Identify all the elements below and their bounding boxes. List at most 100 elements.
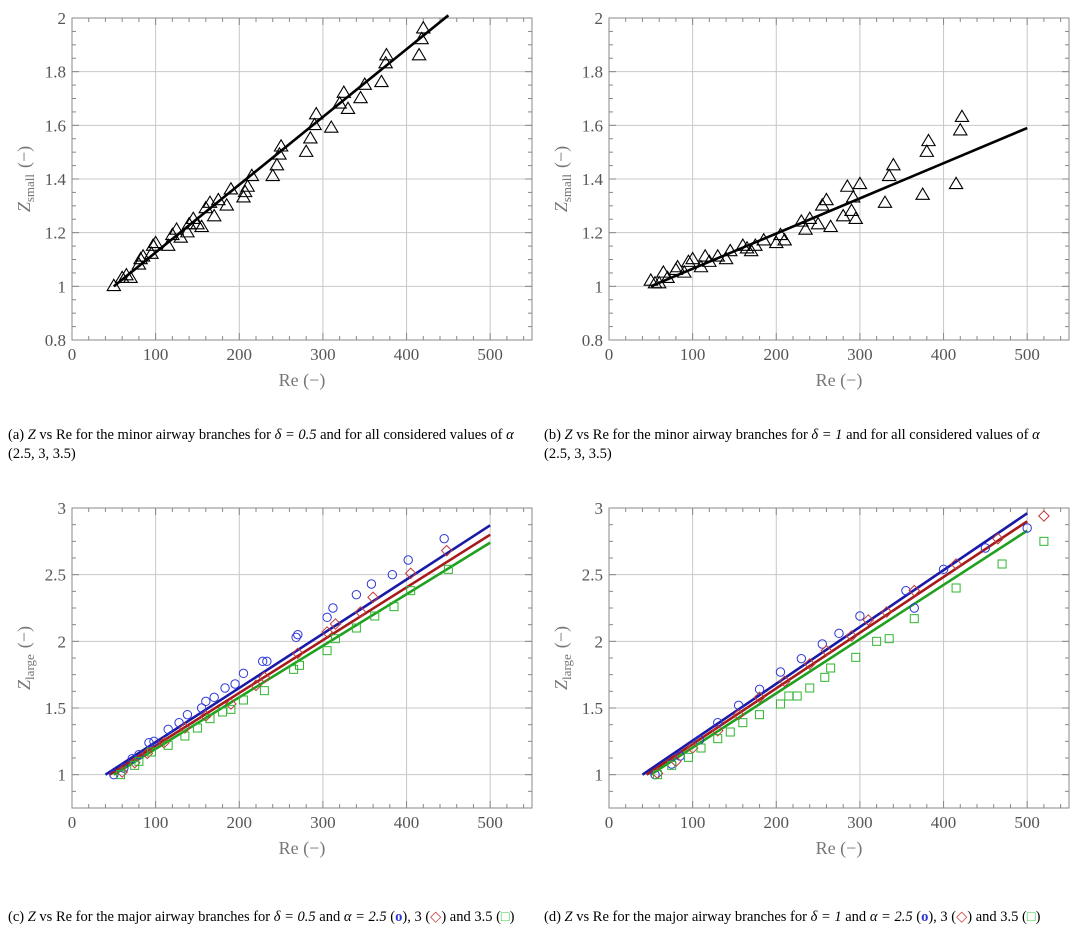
data-point-circle [938,564,949,575]
chart-b-svg: 0 100 200 300 400 500 0.8 1 1.2 1.4 1.6 1.8 2 Re (−) Z… [551,9,1070,391]
x-tick-label: 0 [68,813,77,832]
fit-line-2 [113,541,491,776]
y-axis-label: Zsmall (−) [551,146,574,212]
chart-d: 0 100 200 300 400 500 1 1.5 2 2.5 3 Re (−) Zlarge (−) [537,490,1074,890]
data-point-triangle [952,122,968,136]
data-point-diamond [908,584,921,597]
chart-a-svg: 0 100 200 300 400 500 0.8 1 1.2 1.4 1.6 1.8 2 Re (−) Z… [14,9,533,391]
y-axis-label-unit: (−) [551,146,572,168]
data-point-diamond [179,722,191,734]
data-point-triangle [145,238,161,251]
data-point-triangle [881,168,897,182]
y-axis-label-sub: large [22,654,37,680]
data-point-triangle [413,31,430,45]
data-point-circle [149,736,159,747]
data-point-triangle [643,272,659,286]
data-point-triangle [697,248,713,262]
y-axis-label: Zlarge (−) [14,626,37,690]
caption-c: (c) Z vs Re for the major airway branche… [8,909,515,925]
data-point-circle [328,603,338,613]
y-tick-label: 2 [595,632,604,651]
y-tick-label: 1.5 [45,699,66,718]
data-point-circle [366,579,377,589]
y-tick-label: 1.6 [582,116,603,135]
y-axis-label-sub: large [559,654,574,680]
data-point-diamond [880,606,893,618]
y-tick-label: 1.2 [582,224,603,243]
data-point-triangle [843,203,860,216]
caption-a-m3: α [506,427,514,443]
x-axis-label: Re (−) [279,838,326,859]
data-point-circle [901,585,911,596]
data-point-square [443,564,453,574]
plot-frame [608,507,1070,809]
data-point-diamond [354,606,367,618]
caption-d-square-marker: □ [1026,909,1036,925]
caption-d-t5: ) and 3.5 ( [967,909,1027,925]
data-point-diamond [992,532,1004,545]
data-point-square [851,652,861,662]
data-point-diamond [404,567,417,580]
data-point-triangle [357,77,373,90]
caption-c-pre: (c) [8,909,28,925]
data-point-circle [262,656,272,667]
data-point-square [784,691,794,701]
y-axis-label-main: Z [551,679,571,690]
data-point-diamond [329,618,342,630]
x-tick-label: 0 [68,345,77,364]
data-point-square [826,663,836,673]
data-point-triangle [772,227,789,241]
caption-c-t5: ) and 3.5 ( [441,909,501,925]
x-tick-label: 200 [764,813,790,832]
data-point-triangle [306,117,323,131]
caption-b-m3: α [1032,427,1040,443]
data-point-circle [144,737,154,748]
data-point-triangle [114,270,130,284]
caption-c-diamond-marker: ◇ [430,909,442,925]
data-point-diamond [845,630,858,642]
caption-b: (b) Z vs Re for the minor airway branche… [544,426,1069,464]
caption-a-m1: Z [27,427,36,443]
data-point-triangle [323,119,339,133]
data-point-square [294,660,304,670]
data-point-triangle [298,144,314,157]
series-square [116,564,453,780]
data-point-circle [713,717,723,728]
data-point-triangle [160,238,176,251]
caption-d-t1: vs Re for the major airway branches for [572,909,811,925]
y-tick-label: 2 [58,632,67,651]
data-point-circle [196,703,207,713]
data-point-circle [291,632,301,643]
y-axis-label: Zlarge (−) [551,626,574,690]
y-tick-label: 3 [58,499,67,518]
x-tick-label: 500 [1014,813,1040,832]
x-tick-label: 200 [227,345,253,364]
data-point-square [330,634,340,644]
x-tick-label: 500 [477,813,503,832]
y-tick-label: 2.5 [45,566,66,585]
x-tick-label: 300 [310,813,336,832]
data-point-triangle [777,232,793,246]
data-point-triangle [143,246,160,259]
x-tick-label: 200 [764,345,790,364]
data-point-triangle [948,176,964,190]
data-point-triangle [168,221,185,235]
data-point-triangle [756,232,772,246]
y-tick-label: 0.8 [45,331,66,350]
data-point-circle [163,724,173,735]
data-point-triangle [659,270,676,284]
caption-a-t2: and for all considered values of [316,427,507,443]
data-point-triangle [415,20,431,34]
x-tick-label: 400 [931,813,957,832]
data-point-diamond [753,691,766,704]
data-point-triangle [680,254,697,267]
data-point-diamond [225,698,237,710]
data-point-square [180,731,190,741]
x-tick-label: 100 [143,345,169,364]
data-point-triangle [273,138,289,152]
data-point-square [370,611,380,621]
data-point-diamond [711,724,724,737]
caption-d-m2: δ = 1 [810,909,842,925]
data-point-circle [351,589,362,600]
data-point-triangle [818,192,835,206]
